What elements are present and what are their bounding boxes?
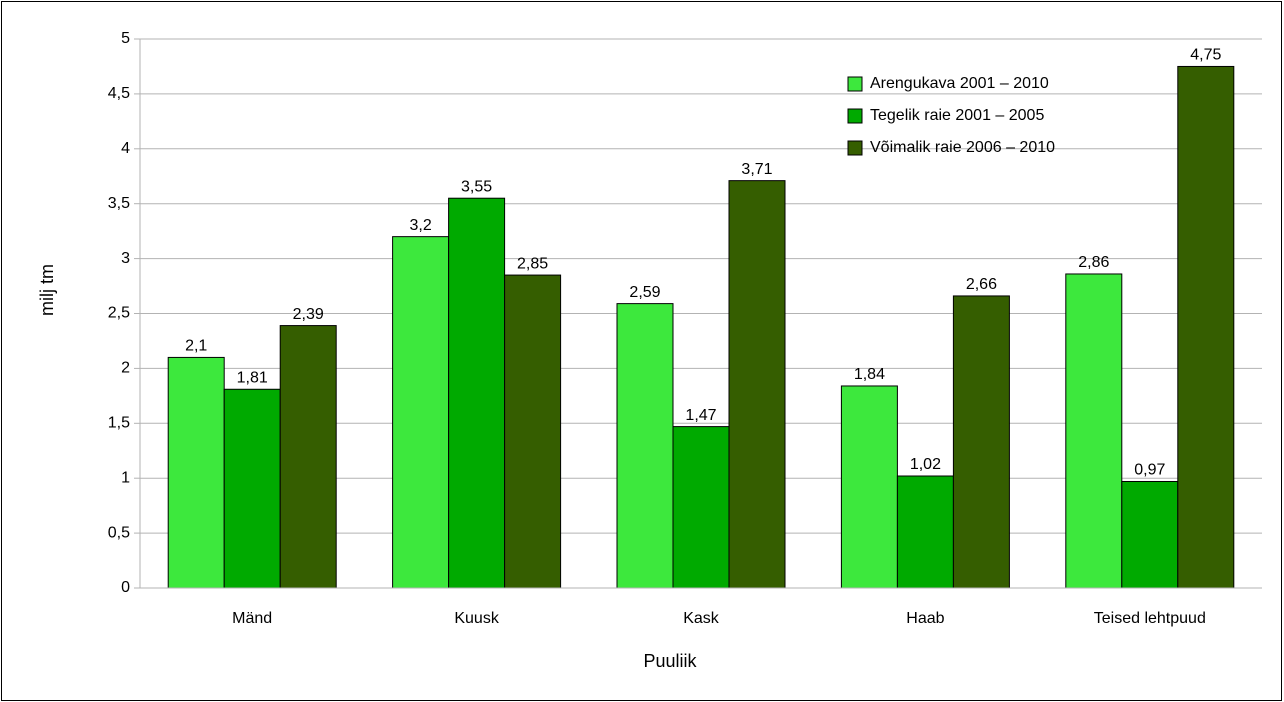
y-tick-label: 5 [121, 30, 130, 47]
value-label: 3,55 [461, 178, 492, 195]
value-label: 3,2 [409, 217, 431, 234]
bar [1177, 65, 1235, 589]
bar [896, 475, 954, 589]
y-tick-label: 4 [121, 140, 130, 157]
y-tick-label: 4,5 [108, 85, 130, 102]
bar [392, 236, 450, 589]
bar [840, 385, 898, 589]
bar [1065, 273, 1123, 589]
value-label: 1,84 [854, 366, 885, 383]
value-label: 2,85 [517, 255, 548, 272]
y-tick-label: 0 [121, 579, 130, 596]
x-tick-label: Kuusk [454, 610, 499, 627]
y-tick-label: 0,5 [108, 524, 130, 541]
bar [952, 295, 1010, 589]
y-tick-label: 3 [121, 250, 130, 267]
legend-label: Arengukava 2001 – 2010 [870, 75, 1049, 92]
x-tick-label: Teised lehtpuud [1094, 610, 1206, 627]
bar [616, 303, 674, 589]
bar [728, 180, 786, 589]
bar [223, 388, 281, 589]
legend-swatch [847, 140, 863, 156]
bar [448, 197, 506, 589]
value-label: 2,86 [1078, 254, 1109, 271]
y-tick-label: 2,5 [108, 305, 130, 322]
legend-swatch [847, 76, 863, 92]
legend-label: Võimalik raie 2006 – 2010 [870, 139, 1055, 156]
x-tick-label: Mänd [232, 610, 272, 627]
value-label: 3,71 [741, 161, 772, 178]
bar [1121, 480, 1179, 589]
bar [672, 426, 730, 589]
value-label: 1,02 [910, 456, 941, 473]
value-label: 2,66 [966, 276, 997, 293]
value-label: 1,47 [685, 407, 716, 424]
value-label: 2,39 [293, 306, 324, 323]
y-tick-label: 3,5 [108, 195, 130, 212]
bar [279, 325, 337, 589]
x-axis-title: Puuliik [643, 651, 697, 671]
y-tick-label: 2 [121, 360, 130, 377]
value-label: 2,1 [185, 338, 207, 355]
value-label: 0,97 [1134, 462, 1165, 479]
bar [504, 274, 562, 589]
y-tick-label: 1,5 [108, 415, 130, 432]
value-label: 4,75 [1190, 47, 1221, 64]
y-tick-label: 1 [121, 469, 130, 486]
value-label: 2,59 [629, 284, 660, 301]
legend-label: Tegelik raie 2001 – 2005 [870, 107, 1044, 124]
value-label: 1,81 [237, 369, 268, 386]
bar [167, 356, 225, 589]
legend-swatch [847, 108, 863, 124]
x-tick-label: Haab [906, 610, 944, 627]
y-axis-title: milj tm [37, 264, 57, 316]
x-tick-label: Kask [683, 610, 720, 627]
